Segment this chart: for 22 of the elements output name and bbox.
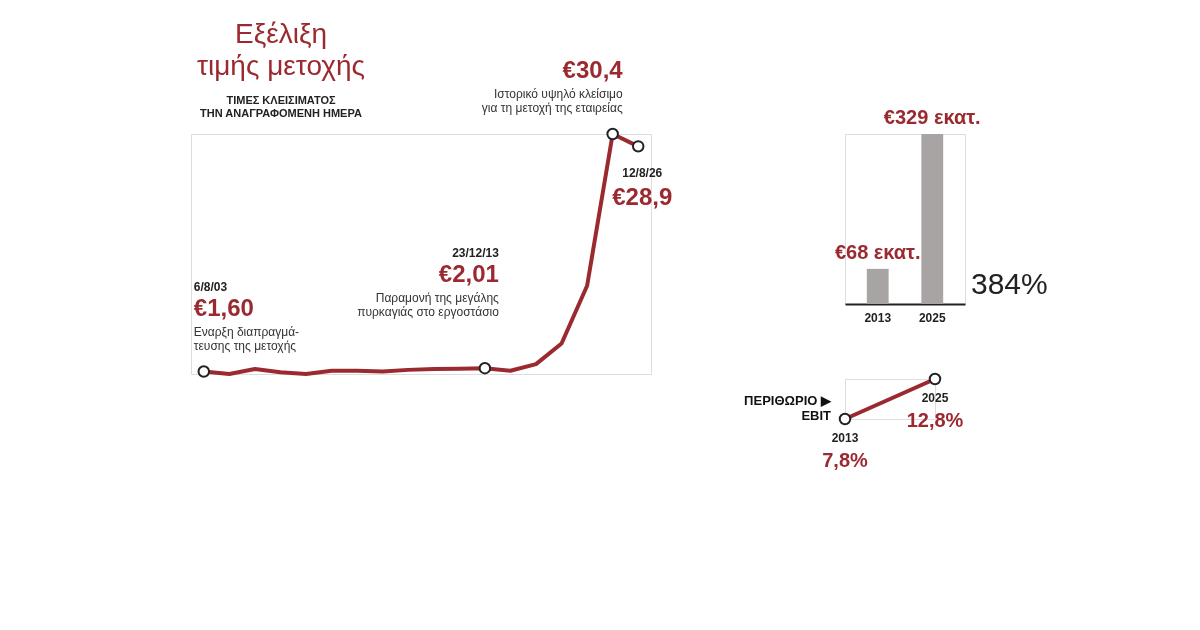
text: Ιστορικό υψηλό κλείσιμο για τη μετοχή της εταιρείας: [481, 87, 623, 115]
x-tick-label: 2013: [864, 310, 892, 325]
chart-title: Εξέλιξη τιμής μετοχής: [196, 18, 366, 81]
data-label: 7,8%: [822, 449, 869, 471]
x-tick-label: 2013: [831, 431, 859, 445]
data-label: €30,4: [562, 56, 624, 83]
data-label: €28,9: [612, 183, 673, 211]
x-tick-label: 2025: [918, 310, 946, 325]
annotation: 12/8/26: [622, 166, 663, 181]
annotation: 23/12/13: [452, 246, 500, 261]
data-label: €68 εκατ.: [834, 240, 921, 263]
data-label: €329 εκατ.: [883, 106, 981, 128]
data-label: 12,8%: [906, 409, 964, 431]
x-tick-label: 2025: [921, 391, 949, 405]
data-label: €2,01: [438, 260, 499, 288]
chart-subtitle: ΤΙΜΕΣ ΚΛΕΙΣΙΜΑΤΟΣ ΤΗΝ ΑΝΑΓΡΑΦΟΜΕΝΗ ΗΜΕΡΑ: [200, 94, 362, 119]
annotation: Εναρξη διαπραγμά- τευσης της μετοχής: [193, 324, 300, 353]
annotation: 6/8/03: [193, 279, 228, 294]
annotation: Παραμονή της μεγάλης πυρκαγιάς στο εργοστάσιο: [357, 291, 500, 320]
data-label: €1,60: [193, 293, 254, 321]
text: ΠΕΡΙΘΩΡΙΟ ▶ EBIT: [744, 393, 832, 423]
text: 384%: [971, 267, 1048, 300]
